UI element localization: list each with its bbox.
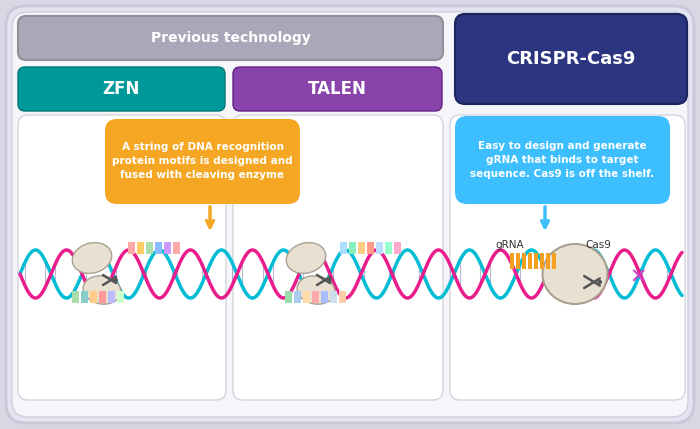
Bar [510,253,514,269]
Bar [394,242,401,254]
Bar [81,291,88,303]
Bar [516,253,520,269]
FancyBboxPatch shape [105,119,300,204]
Bar [385,242,392,254]
FancyBboxPatch shape [233,115,443,400]
Bar [540,253,544,269]
Bar [155,242,162,254]
Bar [146,242,153,254]
Bar [108,291,115,303]
Bar [330,291,337,303]
Bar [552,253,556,269]
Bar [128,242,135,254]
Ellipse shape [83,276,121,304]
Bar [164,242,171,254]
Bar [312,291,319,303]
Bar [99,291,106,303]
Circle shape [329,279,331,281]
Text: Cas9: Cas9 [585,240,611,250]
FancyBboxPatch shape [455,14,687,104]
Text: TALEN: TALEN [307,80,366,98]
Ellipse shape [542,244,608,304]
Bar [285,291,292,303]
Ellipse shape [286,243,326,273]
Text: Easy to design and generate
gRNA that binds to target
sequence. Cas9 is off the : Easy to design and generate gRNA that bi… [470,141,654,179]
Bar [358,242,365,254]
Bar [117,291,124,303]
Bar [72,291,79,303]
FancyBboxPatch shape [18,16,443,60]
Bar [546,253,550,269]
Bar [303,291,310,303]
Bar [349,242,356,254]
Text: gRNA: gRNA [496,240,524,250]
Bar [137,242,144,254]
Circle shape [115,279,118,281]
Text: ✕: ✕ [629,268,647,288]
Bar [173,242,180,254]
FancyBboxPatch shape [12,12,688,417]
Bar [534,253,538,269]
Text: Previous technology: Previous technology [150,31,310,45]
Bar [528,253,532,269]
Circle shape [598,281,601,284]
Bar [321,291,328,303]
FancyBboxPatch shape [6,6,694,423]
FancyBboxPatch shape [18,67,225,111]
Ellipse shape [297,276,335,304]
FancyBboxPatch shape [455,116,670,204]
Text: A string of DNA recognition
protein motifs is designed and
fused with cleaving e: A string of DNA recognition protein moti… [112,142,293,181]
Bar [339,291,346,303]
Bar [367,242,374,254]
Bar [376,242,383,254]
Bar [340,242,347,254]
FancyBboxPatch shape [18,115,226,400]
Text: CRISPR-Cas9: CRISPR-Cas9 [506,50,636,68]
Ellipse shape [72,243,112,273]
Bar [90,291,97,303]
Bar [294,291,301,303]
Text: ZFN: ZFN [102,80,140,98]
FancyBboxPatch shape [233,67,442,111]
Bar [522,253,526,269]
FancyBboxPatch shape [450,115,685,400]
